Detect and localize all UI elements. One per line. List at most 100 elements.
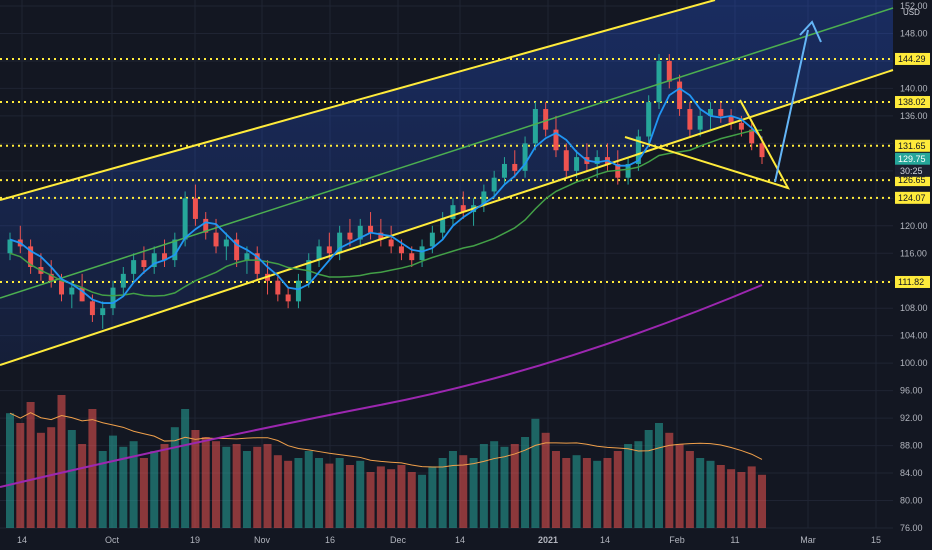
volume-bar [685,451,694,528]
candle-body[interactable] [450,205,456,219]
volume-bar [98,451,107,528]
level-price-tag [895,96,930,109]
volume-bar [129,441,138,528]
volume-bar [212,441,221,528]
candle-body[interactable] [89,301,95,316]
candle-body[interactable] [378,232,384,240]
candle-body[interactable] [141,260,147,267]
candle-body[interactable] [574,157,580,171]
candle-body[interactable] [316,246,322,261]
volume-bar [356,460,365,528]
candle-body[interactable] [213,232,219,247]
candle-body[interactable] [429,232,435,247]
candle-body[interactable] [460,205,466,213]
candle-body[interactable] [532,109,538,144]
candle-body[interactable] [234,239,240,261]
candle-body[interactable] [244,253,250,261]
candle-body[interactable] [398,246,404,254]
candle-body[interactable] [759,143,765,158]
candle-body[interactable] [285,294,291,302]
candle-body[interactable] [563,150,569,171]
y-tick-label: 120.00 [900,221,928,231]
countdown-tag [895,164,930,177]
candle-body[interactable] [728,115,734,123]
candle-body[interactable] [120,273,126,288]
candle-body[interactable] [347,232,353,240]
volume-bar [675,444,684,528]
candle-body[interactable] [440,218,446,233]
candle-body[interactable] [707,109,713,116]
candle-body[interactable] [110,287,116,309]
volume-bar [222,446,231,528]
candle-body[interactable] [501,163,507,178]
candle-body[interactable] [553,129,559,151]
candle-body[interactable] [192,198,198,219]
candle-body[interactable] [7,239,13,254]
candle-body[interactable] [491,177,497,192]
wedge-drawing[interactable] [624,99,791,190]
candle-body[interactable] [357,225,363,240]
current-price-text: 129.75 [898,154,926,164]
volume-bar [397,465,406,528]
candle-body[interactable] [656,60,662,103]
candle-body[interactable] [79,287,85,302]
candle-body[interactable] [131,260,137,274]
candle-body[interactable] [59,280,65,295]
x-tick-label: 14 [600,535,610,545]
candle-body[interactable] [295,280,301,302]
channel-upper-line[interactable] [0,0,716,201]
volume-bar [531,418,540,528]
volume-bar [16,423,25,528]
candle-body[interactable] [254,253,260,274]
candle-body[interactable] [326,246,332,254]
candle-body[interactable] [162,253,168,261]
y-tick-label: 148.00 [900,28,928,38]
candle-body[interactable] [337,232,343,254]
candle-body[interactable] [481,191,487,206]
y-tick-label: 84.00 [900,468,923,478]
candle-body[interactable] [522,143,528,171]
level-price-text: 144.29 [898,54,926,64]
volume-bar [593,460,602,528]
candle-body[interactable] [69,287,75,295]
candle-body[interactable] [666,60,672,82]
volume-bar [613,451,622,528]
candle-body[interactable] [223,239,229,247]
volume-bar [78,444,87,528]
candle-body[interactable] [512,163,518,171]
candle-body[interactable] [388,239,394,247]
candle-body[interactable] [697,115,703,130]
candle-body[interactable] [28,246,34,267]
volume-bar [665,432,674,528]
candle-body[interactable] [543,109,549,130]
candle-body[interactable] [203,218,209,233]
candle-body[interactable] [48,273,54,281]
candle-body[interactable] [182,198,188,240]
y-tick-label: 76.00 [900,523,923,533]
candle-body[interactable] [151,253,157,267]
candle-body[interactable] [738,122,744,130]
projection-arrow-line[interactable] [774,29,809,183]
candle-body[interactable] [677,81,683,110]
x-tick-label: 11 [730,535,739,545]
candle-body[interactable] [409,253,415,261]
candle-body[interactable] [646,102,652,137]
candle-body[interactable] [419,246,425,261]
candle-body[interactable] [368,225,374,233]
channel-lower-line[interactable] [0,69,894,366]
channel-mid-line[interactable] [0,7,894,299]
candle-body[interactable] [172,239,178,261]
candle-body[interactable] [594,157,600,164]
candle-body[interactable] [749,129,755,144]
candle-body[interactable] [635,136,641,164]
candle-body[interactable] [687,109,693,130]
candle-body[interactable] [625,163,631,178]
candle-body[interactable] [275,280,281,295]
volume-bar [624,444,633,528]
candle-body[interactable] [718,109,724,116]
volume-bar [6,413,14,528]
candle-body[interactable] [100,308,106,316]
volume-bar [510,444,519,528]
